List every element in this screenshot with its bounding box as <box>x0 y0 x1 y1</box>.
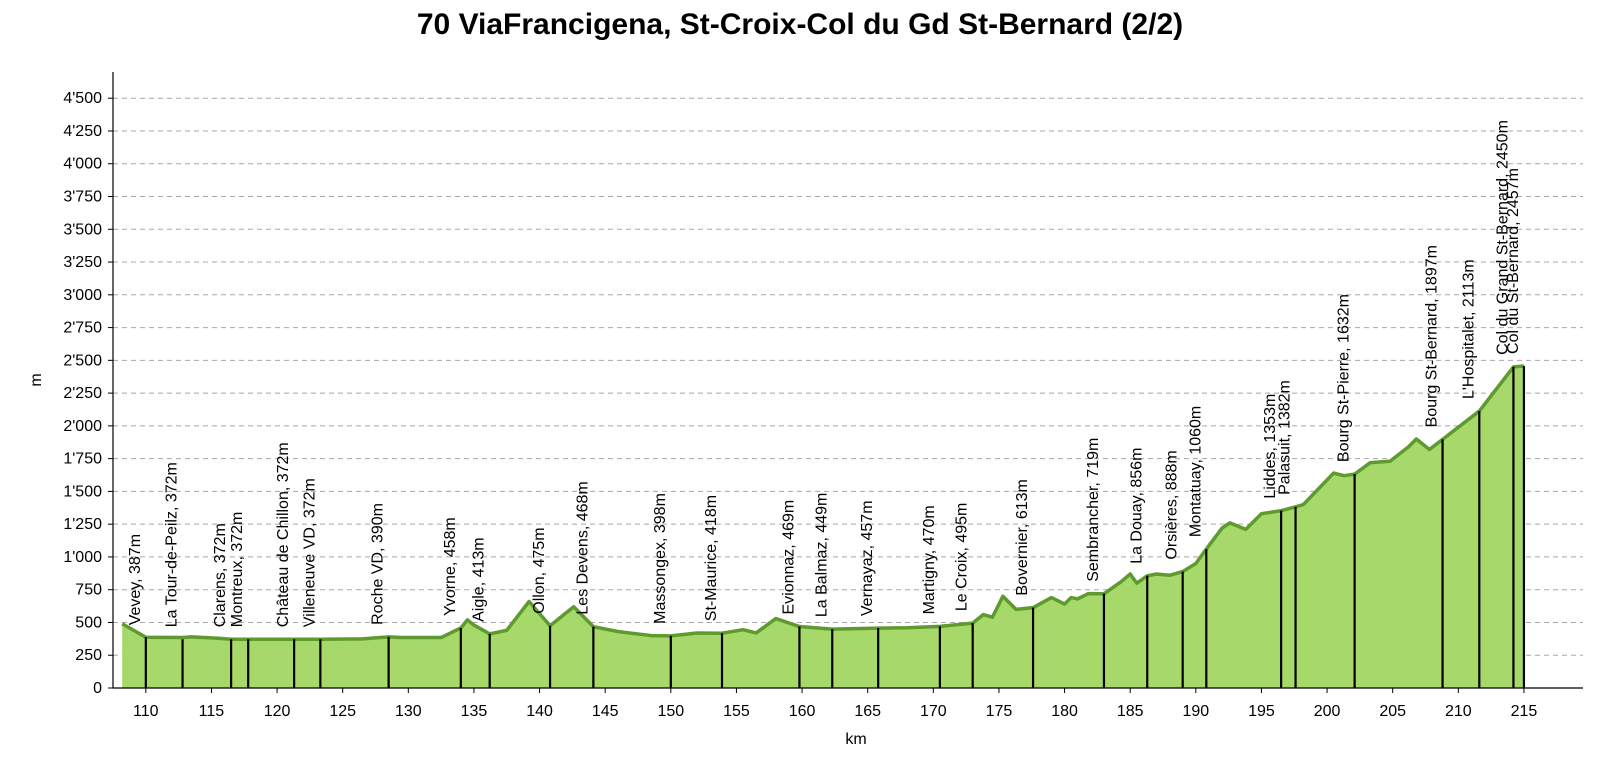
x-tick-label: 155 <box>723 703 750 720</box>
waypoint-label: Yvorne, 458m <box>442 517 459 616</box>
waypoint-label: Bovernier, 613m <box>1014 479 1031 596</box>
waypoint-label: Château de Chillon, 372m <box>275 442 292 627</box>
x-tick-label: 120 <box>264 703 291 720</box>
y-tick-label: 3'750 <box>63 189 102 206</box>
waypoint-label: Ollon, 475m <box>531 527 548 613</box>
y-tick-label: 2'250 <box>63 385 102 402</box>
waypoint-label: Liddes, 1353m <box>1262 394 1279 499</box>
waypoint-label: Montreux, 372m <box>229 512 246 628</box>
waypoint-label: Villeneuve VD, 372m <box>301 478 318 627</box>
y-axis-label: m <box>28 373 45 386</box>
x-tick-label: 165 <box>854 703 881 720</box>
x-tick-label: 160 <box>789 703 816 720</box>
axes: 0 250 500 750 1'000 1'250 1'500 1'750 2'000 2'250… <box>63 72 1583 720</box>
waypoint-label: La Tour-de-Peilz, 372m <box>164 462 181 627</box>
y-tick-label: 4'500 <box>63 90 102 107</box>
y-tick-label: 1'000 <box>63 549 102 566</box>
x-tick-label: 210 <box>1445 703 1472 720</box>
waypoint-label: Roche VD, 390m <box>370 503 387 625</box>
x-tick-label: 200 <box>1314 703 1341 720</box>
waypoint-label: Massongex, 398m <box>652 493 669 624</box>
waypoint-label: Martigny, 470m <box>921 505 938 614</box>
y-tick-label: 2'750 <box>63 320 102 337</box>
x-tick-label: 205 <box>1379 703 1406 720</box>
y-tick-label: 2'000 <box>63 418 102 435</box>
y-tick-label: 1'750 <box>63 451 102 468</box>
x-tick-label: 190 <box>1182 703 1209 720</box>
x-tick-label: 115 <box>199 703 225 720</box>
waypoint-label: Palasuit, 1382m <box>1277 380 1294 495</box>
waypoint-label: La Balmaz, 449m <box>813 493 830 618</box>
x-tick-label: 140 <box>526 703 553 720</box>
elevation-area <box>122 365 1524 688</box>
x-axis-label: km <box>845 731 866 748</box>
waypoint-label: Vevey, 387m <box>127 534 144 625</box>
y-tick-label: 750 <box>75 582 102 599</box>
y-tick-label: 2'500 <box>63 352 102 369</box>
y-tick-label: 3'000 <box>63 287 102 304</box>
x-tick-label: 130 <box>395 703 422 720</box>
y-tick-label: 500 <box>75 614 102 631</box>
y-tick-label: 4'250 <box>63 123 102 140</box>
y-tick-label: 250 <box>75 647 102 664</box>
y-tick-label: 3'500 <box>63 221 102 238</box>
waypoint-label: Evionnaz, 469m <box>780 500 797 615</box>
y-tick-label: 4'000 <box>63 156 102 173</box>
y-tick-label: 0 <box>93 680 102 697</box>
waypoint-label: Le Croix, 495m <box>954 503 971 612</box>
waypoint-label: Col du Grand St-Bernard, 2450m <box>1494 120 1511 355</box>
y-tick-label: 3'250 <box>63 254 102 271</box>
waypoint-label: Les Devens, 468m <box>574 481 591 614</box>
waypoint-label: Aigle, 413m <box>471 537 488 622</box>
waypoint-label: Montatuay, 1060m <box>1187 406 1204 537</box>
x-tick-label: 195 <box>1248 703 1275 720</box>
x-tick-label: 170 <box>920 703 947 720</box>
waypoint-label: Sembrancher, 719m <box>1085 438 1102 582</box>
chart-title: 70 ViaFrancigena, St-Croix-Col du Gd St-… <box>417 8 1183 41</box>
x-tick-label: 145 <box>592 703 619 720</box>
waypoint-label: Orsières, 888m <box>1164 450 1181 559</box>
y-tick-label: 1'500 <box>63 483 102 500</box>
x-tick-label: 125 <box>329 703 356 720</box>
x-tick-label: 215 <box>1511 703 1538 720</box>
x-tick-label: 180 <box>1051 703 1078 720</box>
waypoint-label: St-Maurice, 418m <box>703 495 720 621</box>
waypoint-label: Clarens, 372m <box>212 523 229 627</box>
waypoint-markers: Vevey, 387m La Tour-de-Peilz, 372m Clarens… <box>127 120 1526 688</box>
x-tick-label: 150 <box>657 703 684 720</box>
waypoint-label: La Douay, 856m <box>1128 448 1145 564</box>
x-tick-label: 135 <box>461 703 488 720</box>
waypoint-label: L'Hospitalet, 2113m <box>1460 259 1477 399</box>
x-tick-label: 110 <box>133 703 159 720</box>
y-tick-label: 1'250 <box>63 516 102 533</box>
x-tick-label: 175 <box>986 703 1013 720</box>
profile-area-layer <box>121 364 1525 688</box>
waypoint-label: Col du St-Bernard, 2457m <box>1505 168 1522 354</box>
waypoint-label: Bourg St-Bernard, 1897m <box>1424 245 1441 427</box>
x-tick-label: 185 <box>1117 703 1144 720</box>
waypoint-label: Vernayaz, 457m <box>859 500 876 616</box>
elevation-line <box>121 364 1525 641</box>
waypoint-label: Bourg St-Pierre, 1632m <box>1336 294 1353 462</box>
